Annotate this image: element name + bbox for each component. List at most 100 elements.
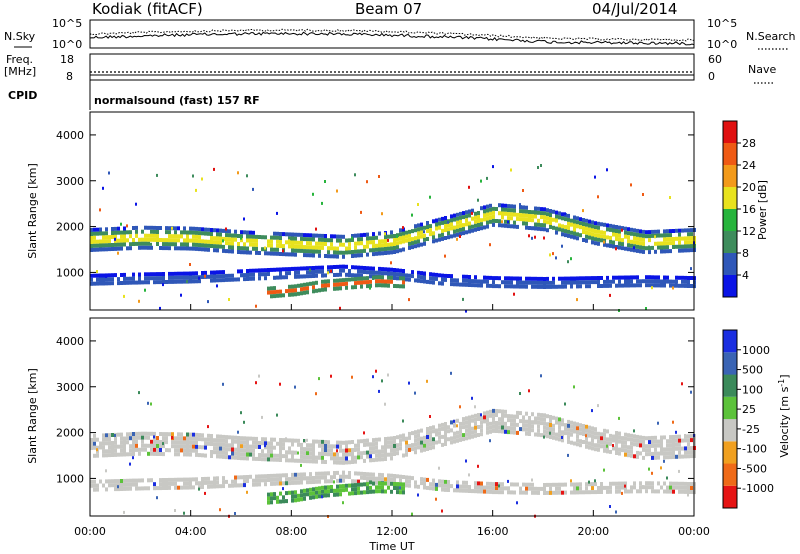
power-cell [90, 228, 93, 232]
power-cell [396, 284, 399, 289]
velocity-cell [429, 430, 432, 435]
velocity-cell [126, 452, 129, 457]
velocity-cell [372, 450, 375, 455]
velocity-cell [516, 482, 519, 487]
power-speckle [651, 286, 653, 290]
velocity-cell [657, 489, 660, 494]
velocity-cell [270, 473, 273, 478]
velocity-cell [612, 446, 615, 451]
power-colorbar-swatch [723, 121, 737, 143]
power-cell [462, 211, 465, 216]
power-cell [441, 232, 444, 237]
velocity-cell [297, 493, 300, 498]
power-cell [432, 276, 435, 281]
power-cell [102, 273, 105, 278]
velocity-cell [387, 440, 390, 445]
velocity-cell [246, 448, 249, 453]
power-cell [600, 230, 603, 235]
power-speckle [120, 222, 122, 226]
velocity-cell [396, 474, 399, 479]
power-cell [390, 271, 393, 276]
power-cell [396, 268, 399, 273]
power-cell [171, 238, 174, 243]
power-cell [486, 208, 489, 213]
power-cell [270, 251, 273, 256]
power-cell [90, 236, 93, 240]
power-cell [519, 209, 522, 214]
velocity-cell [543, 433, 546, 438]
velocity-cell [384, 441, 387, 445]
velocity-cell [339, 444, 342, 449]
velocity-cell [492, 420, 495, 425]
velocity-cell [621, 448, 624, 453]
power-cell [303, 245, 306, 250]
velocity-speckle [207, 425, 209, 429]
power-cell [198, 247, 201, 252]
power-cell [357, 253, 360, 258]
power-cell [132, 280, 135, 285]
power-cell [516, 216, 519, 221]
power-cell [228, 241, 231, 246]
velocity-cell [429, 482, 432, 487]
velocity-cell [615, 485, 618, 490]
velocity-cell [165, 486, 168, 490]
velocity-cell [135, 443, 138, 448]
velocity-cell [369, 458, 372, 463]
velocity-cell [282, 481, 285, 486]
power-cell [147, 276, 150, 281]
power-cell [387, 250, 390, 255]
velocity-cell [249, 444, 252, 449]
velocity-cell [348, 448, 351, 453]
power-cell [435, 218, 438, 223]
power-cell [201, 239, 204, 244]
power-cell [99, 273, 102, 278]
power-cell [516, 212, 519, 217]
power-cell [405, 238, 408, 243]
power-cell [411, 229, 414, 234]
power-cell [339, 242, 342, 247]
velocity-cell [93, 483, 96, 488]
velocity-cell [393, 448, 396, 452]
velocity-cell [672, 481, 675, 486]
velocity-cell [321, 471, 324, 476]
power-cell [378, 243, 381, 248]
velocity-cell [393, 440, 396, 444]
power-cell [621, 275, 624, 280]
power-cell [510, 204, 513, 209]
power-cell [648, 238, 651, 243]
velocity-cell [135, 447, 138, 452]
power-cell [456, 224, 459, 229]
velocity-cell [321, 459, 324, 464]
velocity-cell [147, 443, 150, 448]
power-cell [588, 284, 591, 289]
velocity-cell [399, 438, 402, 443]
velocity-cell [594, 443, 597, 448]
velocity-cell [126, 482, 129, 487]
velocity-cell [393, 478, 396, 482]
power-cell [456, 220, 459, 225]
velocity-cell [339, 484, 342, 489]
power-speckle [594, 175, 596, 179]
nave-tick-top: 60 [708, 53, 722, 66]
power-cell [303, 249, 306, 254]
power-cell [300, 283, 303, 288]
velocity-cell [279, 499, 282, 504]
velocity-cell [558, 421, 561, 426]
power-speckle [207, 300, 209, 304]
power-cell [540, 284, 543, 289]
power-cell [495, 284, 498, 289]
power-cell [168, 230, 171, 235]
velocity-cell [102, 449, 105, 454]
velocity-cell [141, 447, 144, 452]
power-cell [408, 273, 411, 278]
velocity-cell [216, 484, 219, 489]
nave-label: Nave [748, 63, 776, 76]
velocity-speckle [132, 456, 134, 460]
power-cell [651, 229, 654, 234]
velocity-cell [324, 452, 327, 456]
power-cell [465, 222, 468, 227]
power-cell [495, 276, 498, 281]
power-cell [627, 239, 630, 244]
power-cell [507, 212, 510, 217]
velocity-cell [579, 439, 582, 444]
